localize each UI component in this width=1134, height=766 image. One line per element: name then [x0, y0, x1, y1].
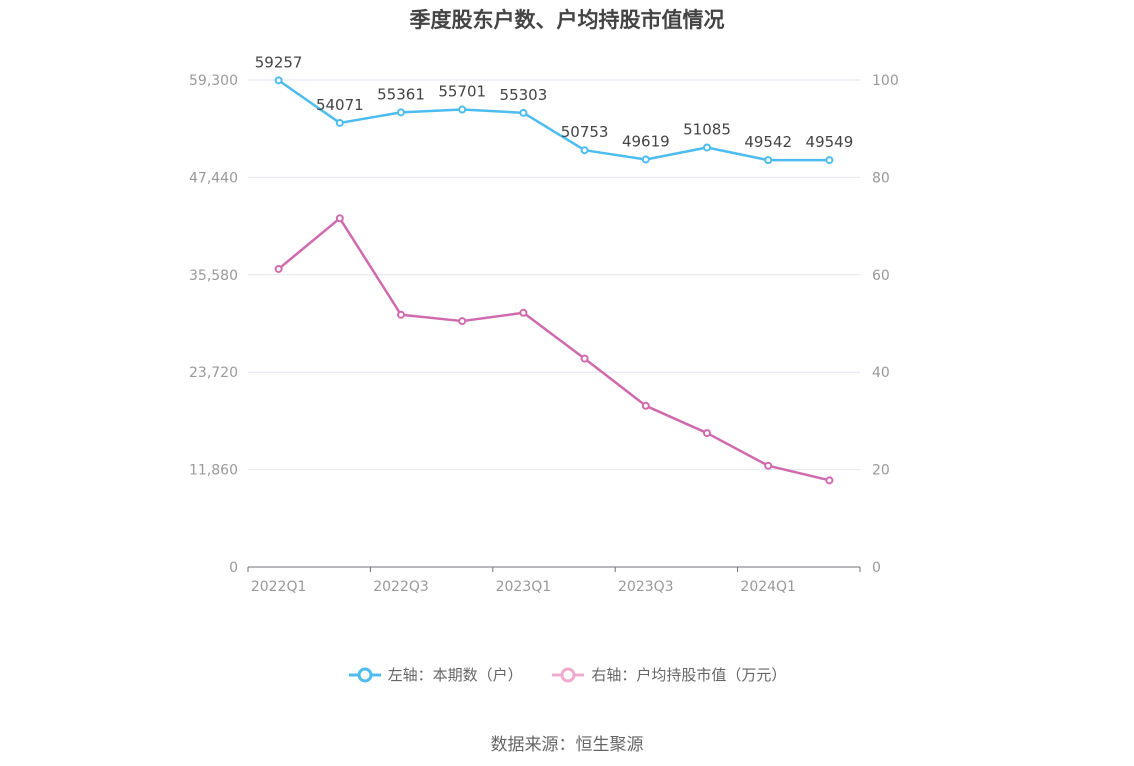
series-1-point — [519, 308, 528, 317]
series-1-point — [825, 476, 834, 485]
left-tick-label: 11,860 — [189, 463, 238, 479]
series-1-point — [335, 214, 344, 223]
left-tick-label: 47,440 — [189, 170, 238, 186]
series-0-data-label: 49549 — [806, 133, 854, 151]
right-tick-label: 80 — [872, 170, 890, 186]
grid-lines — [248, 79, 860, 471]
left-axis-ticks: 0 11,860 23,720 35,580 47,440 59,300 — [189, 73, 238, 576]
right-tick-label: 0 — [872, 560, 881, 576]
series-line-1 — [277, 217, 830, 482]
series-0-data-label: 59257 — [255, 53, 303, 71]
line-chart: 0 11,860 23,720 35,580 47,440 59,300 0 20 40 60 8… — [189, 53, 899, 595]
x-tick-label: 2023Q3 — [618, 579, 674, 595]
series-0-point — [458, 105, 467, 114]
series-0-point — [764, 156, 773, 165]
series-0-data-label: 49619 — [622, 133, 670, 151]
chart-title: 季度股东户数、户均持股市值情况 — [409, 8, 725, 32]
legend-swatch-left-icon — [348, 667, 381, 682]
series-0-data-label: 55701 — [438, 83, 486, 101]
series-line-0 — [277, 79, 830, 162]
series-layer: 59257 54071 55361 55701 55303 50753 49619 51085… — [255, 53, 854, 485]
legend-label-left: 左轴：本期数（户） — [387, 666, 523, 684]
legend-label-right: 右轴：户均持股市值（万元） — [591, 666, 787, 684]
right-axis-ticks: 0 20 40 60 80 100 — [872, 73, 899, 576]
x-tick-label: 2024Q1 — [740, 579, 796, 595]
right-tick-label: 60 — [872, 268, 890, 284]
right-tick-label: 20 — [872, 463, 890, 479]
series-1-point — [458, 317, 467, 326]
series-0-data-label: 49542 — [744, 133, 792, 151]
series-1-point — [641, 401, 650, 410]
series-0-data-label: 54071 — [316, 96, 364, 114]
left-tick-label: 59,300 — [189, 73, 238, 89]
series-1-point — [580, 354, 589, 363]
left-tick-label: 0 — [229, 560, 238, 576]
x-axis: 2022Q1 2022Q3 2023Q1 2023Q3 2024Q1 — [247, 566, 861, 595]
x-tick-label: 2023Q1 — [496, 579, 552, 595]
series-0-point — [274, 76, 283, 85]
series-0-data-label: 55303 — [500, 86, 548, 104]
series-0-data-label: 55361 — [377, 85, 425, 103]
series-1-point — [397, 310, 405, 319]
legend-swatch-right-icon — [552, 667, 585, 682]
series-0-point — [641, 155, 650, 164]
series-0-point — [825, 156, 834, 165]
right-tick-label: 40 — [872, 365, 890, 381]
series-0-point — [703, 143, 711, 152]
right-tick-label: 100 — [872, 73, 899, 89]
left-tick-label: 35,580 — [189, 268, 238, 284]
series-1-point — [274, 264, 283, 273]
series-1-point — [764, 461, 773, 470]
series-0-point — [397, 108, 405, 117]
series-0-point — [580, 146, 589, 155]
x-tick-label: 2022Q3 — [373, 579, 429, 595]
legend-item-left[interactable]: 左轴：本期数（户） — [348, 664, 523, 685]
legend-item-right[interactable]: 右轴：户均持股市值（万元） — [551, 664, 786, 685]
source-note: 数据来源：恒生聚源 — [490, 735, 644, 755]
series-0-point — [519, 108, 528, 117]
left-tick-label: 23,720 — [189, 365, 238, 381]
series-0-point — [335, 118, 344, 127]
x-tick-label: 2022Q1 — [251, 579, 307, 595]
legend: 左轴：本期数（户） 右轴：户均持股市值（万元） — [0, 664, 1134, 688]
series-1-point — [703, 429, 711, 438]
series-0-data-label: 51085 — [683, 120, 731, 138]
series-0-data-label: 50753 — [561, 123, 609, 141]
